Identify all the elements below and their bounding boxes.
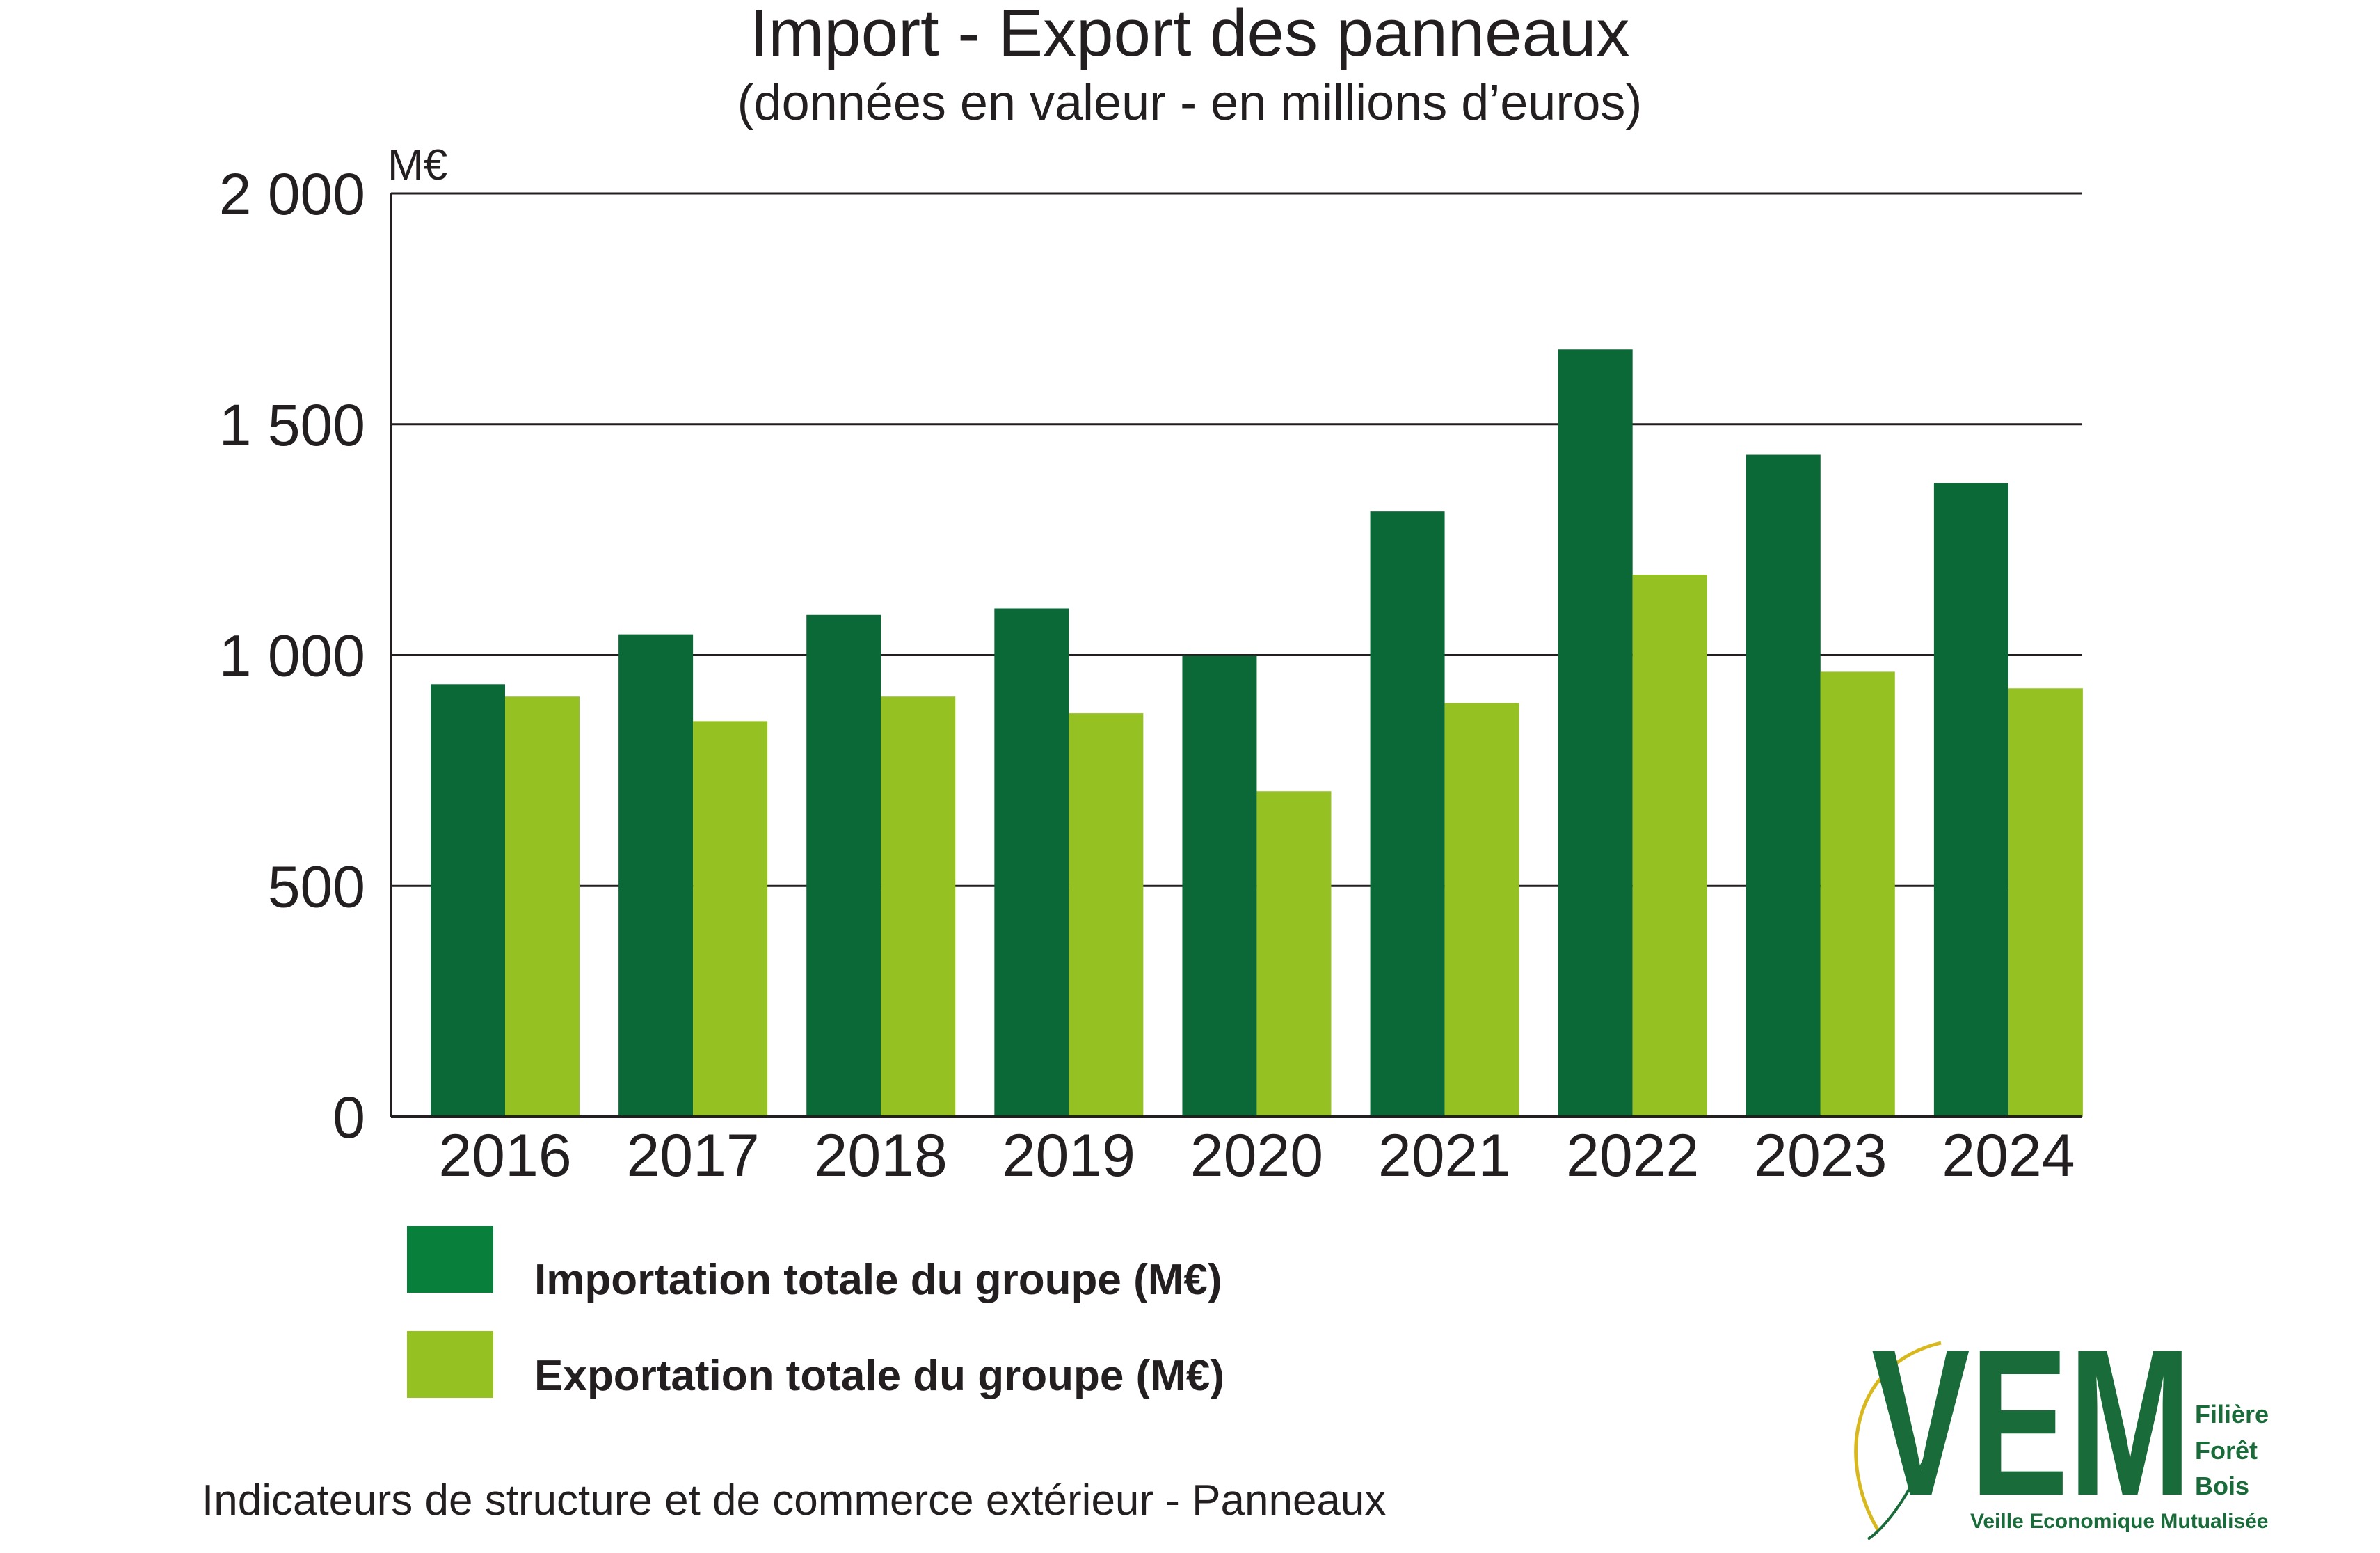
bar-export-2024 xyxy=(2008,688,2083,1117)
x-tick-label: 2016 xyxy=(438,1122,571,1189)
legend-swatch-import xyxy=(407,1226,493,1293)
chart-title: Import - Export des panneaux xyxy=(750,0,1630,70)
bar-export-2020 xyxy=(1256,791,1332,1117)
bars xyxy=(431,349,2083,1117)
bar-export-2019 xyxy=(1069,713,1144,1117)
bar-import-2018 xyxy=(806,614,881,1117)
bar-export-2022 xyxy=(1632,575,1707,1117)
legend: Importation totale du groupe (M€) Export… xyxy=(407,1226,1224,1400)
logo-line-filiere: Filière xyxy=(2195,1400,2269,1428)
bar-export-2021 xyxy=(1444,703,1519,1117)
bar-import-2019 xyxy=(994,608,1069,1117)
logo-tagline: Veille Economique Mutualisée xyxy=(1970,1510,2268,1533)
x-tick-label: 2017 xyxy=(626,1122,759,1189)
chart-subtitle: (données en valeur - en millions d’euros… xyxy=(737,75,1643,131)
x-tick-label: 2024 xyxy=(1942,1122,2075,1189)
y-axis-unit: M€ xyxy=(388,141,447,189)
bar-export-2018 xyxy=(881,696,956,1117)
logo-letters: VEM xyxy=(1871,1305,2191,1539)
y-tick-label: 0 xyxy=(333,1085,365,1150)
x-tick-label: 2021 xyxy=(1378,1122,1511,1189)
legend-swatch-export xyxy=(407,1331,493,1398)
x-tick-labels: 2016 2017 2018 2019 2020 2021 2022 2023 2024 xyxy=(438,1122,2075,1189)
bar-export-2023 xyxy=(1820,671,1895,1117)
footer-caption: Indicateurs de structure et de commerce … xyxy=(202,1476,1386,1524)
legend-label-import: Importation totale du groupe (M€) xyxy=(534,1256,1222,1304)
bar-import-2017 xyxy=(618,634,694,1117)
bar-import-2021 xyxy=(1370,511,1445,1117)
y-tick-label: 500 xyxy=(268,854,365,919)
x-tick-label: 2018 xyxy=(815,1122,948,1189)
y-tick-labels: 0 500 1 000 1 500 2 000 xyxy=(219,161,365,1150)
y-tick-label: 1 500 xyxy=(219,392,365,458)
logo-line-bois: Bois xyxy=(2195,1472,2249,1500)
bar-export-2016 xyxy=(505,696,580,1117)
bar-import-2020 xyxy=(1182,655,1257,1117)
logo-arc-green xyxy=(1867,1380,1949,1540)
y-tick-label: 1 000 xyxy=(219,623,365,689)
y-tick-label: 2 000 xyxy=(219,161,365,227)
x-tick-label: 2019 xyxy=(1003,1122,1135,1189)
x-tick-label: 2022 xyxy=(1566,1122,1699,1189)
x-tick-label: 2020 xyxy=(1190,1122,1323,1189)
x-tick-label: 2023 xyxy=(1754,1122,1887,1189)
logo-line-foret: Forêt xyxy=(2195,1436,2258,1465)
bar-export-2017 xyxy=(693,721,768,1117)
legend-label-export: Exportation totale du groupe (M€) xyxy=(534,1352,1224,1400)
bar-import-2022 xyxy=(1558,349,1633,1117)
vem-logo: VEM Filière Forêt Bois Veille Economique… xyxy=(1854,1305,2269,1540)
bar-import-2024 xyxy=(1933,483,2008,1117)
bar-import-2016 xyxy=(431,684,505,1117)
logo-arc-yellow xyxy=(1854,1341,1942,1532)
bar-import-2023 xyxy=(1746,454,1821,1117)
